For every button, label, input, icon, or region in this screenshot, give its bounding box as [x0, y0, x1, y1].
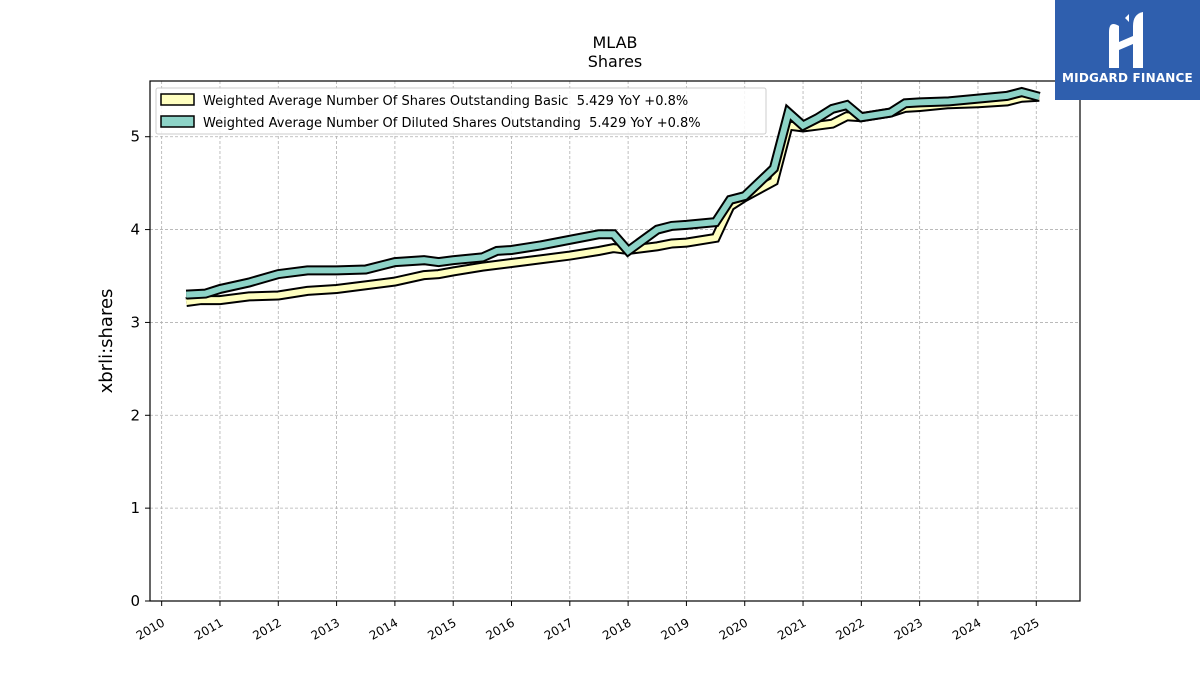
legend-box [155, 87, 767, 135]
x-tick-label: 2018 [600, 615, 633, 642]
x-tick-label: 2010 [134, 615, 167, 642]
x-tick-label: 2024 [950, 615, 983, 642]
logo-text: MIDGARD FINANCE [1062, 71, 1193, 85]
y-tick-label: 1 [130, 499, 140, 517]
x-tick-label: 2019 [658, 615, 691, 642]
x-tick-label: 2022 [833, 615, 866, 642]
series-fill [186, 88, 1040, 298]
x-tick-label: 2013 [309, 615, 342, 642]
y-axis: 0 1 2 3 4 5 [130, 128, 150, 610]
legend-label-basic: Weighted Average Number Of Shares Outsta… [203, 94, 688, 109]
series-lines [185, 86, 1041, 307]
x-tick-label: 2025 [1008, 615, 1041, 642]
x-tick-label: 2023 [892, 615, 925, 642]
x-tick-label: 2011 [192, 615, 225, 642]
x-tick-label: 2016 [484, 615, 517, 642]
y-tick-label: 0 [130, 592, 140, 610]
grid [150, 81, 1080, 602]
x-axis: 2010 2011 2012 2013 2014 2015 2016 2017 2018 2019… [134, 601, 1042, 643]
x-tick-label: 2020 [717, 615, 750, 642]
legend-swatch-diluted [160, 115, 195, 128]
y-tick-label: 3 [130, 313, 140, 331]
y-axis-label: xbrli:shares [96, 289, 117, 394]
series-line-1 [185, 86, 1041, 300]
chart-subtitle: Shares [588, 52, 643, 71]
x-tick-label: 2014 [367, 615, 400, 642]
x-tick-label: 2012 [250, 615, 283, 642]
legend-swatch-basic [160, 93, 195, 106]
y-tick-label: 4 [130, 221, 140, 239]
chart-title: MLAB [592, 33, 637, 52]
y-tick-label: 5 [130, 128, 140, 146]
x-tick-label: 2021 [775, 615, 808, 642]
plot-frame [149, 80, 1081, 602]
y-tick-label: 2 [130, 406, 140, 424]
legend: Weighted Average Number Of Shares Outsta… [155, 87, 767, 135]
logo-mark-icon [1109, 12, 1143, 68]
legend-label-diluted: Weighted Average Number Of Diluted Share… [203, 116, 701, 131]
midgard-finance-logo: MIDGARD FINANCE [1055, 0, 1200, 100]
x-tick-label: 2017 [542, 615, 575, 642]
x-tick-label: 2015 [425, 615, 458, 642]
